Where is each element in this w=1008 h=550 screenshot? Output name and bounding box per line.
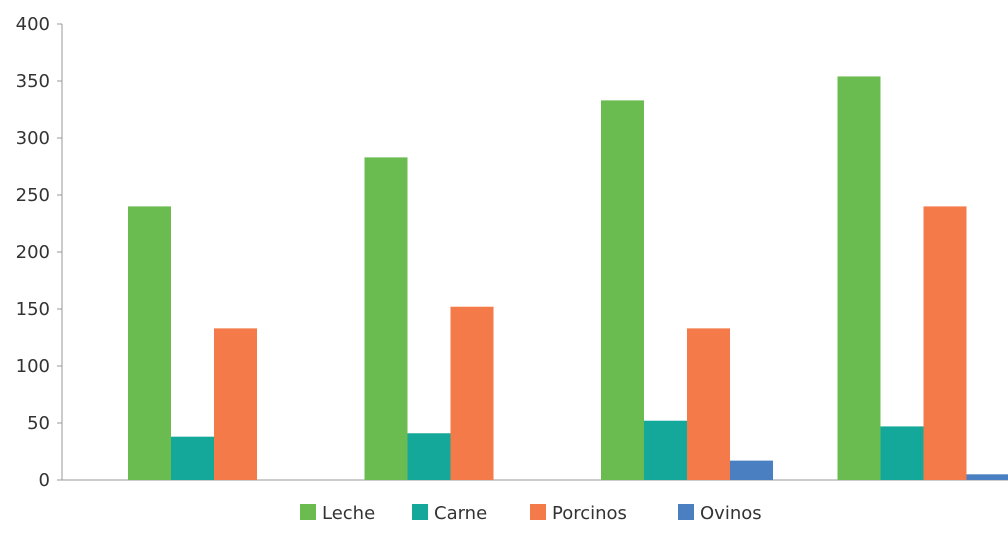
y-tick-label: 350 (16, 71, 50, 92)
y-tick-label: 100 (16, 356, 50, 377)
bars (128, 76, 1008, 480)
bar-carne-4 (880, 426, 924, 480)
bar-porcinos-1 (214, 328, 257, 480)
bar-porcinos-4 (923, 206, 967, 480)
y-axis: 0 50 100 150 200 250 300 350 400 (16, 14, 63, 491)
bar-carne-2 (407, 433, 451, 480)
legend-label: Carne (434, 503, 487, 524)
bar-ovinos-3 (730, 460, 773, 480)
legend: Leche Carne Porcinos Ovinos (300, 503, 762, 524)
y-tick-label: 0 (39, 470, 50, 491)
y-tick-label: 50 (27, 413, 50, 434)
bar-ovinos-4 (966, 474, 1008, 480)
legend-swatch (300, 504, 316, 520)
y-tick-label: 150 (16, 299, 50, 320)
legend-label: Porcinos (552, 503, 627, 524)
bar-leche-4 (837, 76, 881, 480)
y-tick-label: 250 (16, 185, 50, 206)
bar-carne-1 (171, 436, 214, 480)
bar-leche-3 (601, 100, 644, 480)
bar-carne-3 (644, 420, 687, 480)
legend-item-carne: Carne (412, 503, 487, 524)
y-tick-label: 400 (16, 14, 50, 35)
legend-label: Ovinos (700, 503, 762, 524)
bar-leche-2 (364, 157, 408, 480)
bar-porcinos-2 (450, 306, 494, 480)
bar-porcinos-3 (687, 328, 730, 480)
legend-item-porcinos: Porcinos (530, 503, 627, 524)
legend-swatch (678, 504, 694, 520)
legend-swatch (530, 504, 546, 520)
legend-swatch (412, 504, 428, 520)
legend-item-ovinos: Ovinos (678, 503, 762, 524)
y-tick-label: 200 (16, 242, 50, 263)
y-tick-label: 300 (16, 128, 50, 149)
bar-leche-1 (128, 206, 171, 480)
legend-label: Leche (322, 503, 375, 524)
legend-item-leche: Leche (300, 503, 375, 524)
